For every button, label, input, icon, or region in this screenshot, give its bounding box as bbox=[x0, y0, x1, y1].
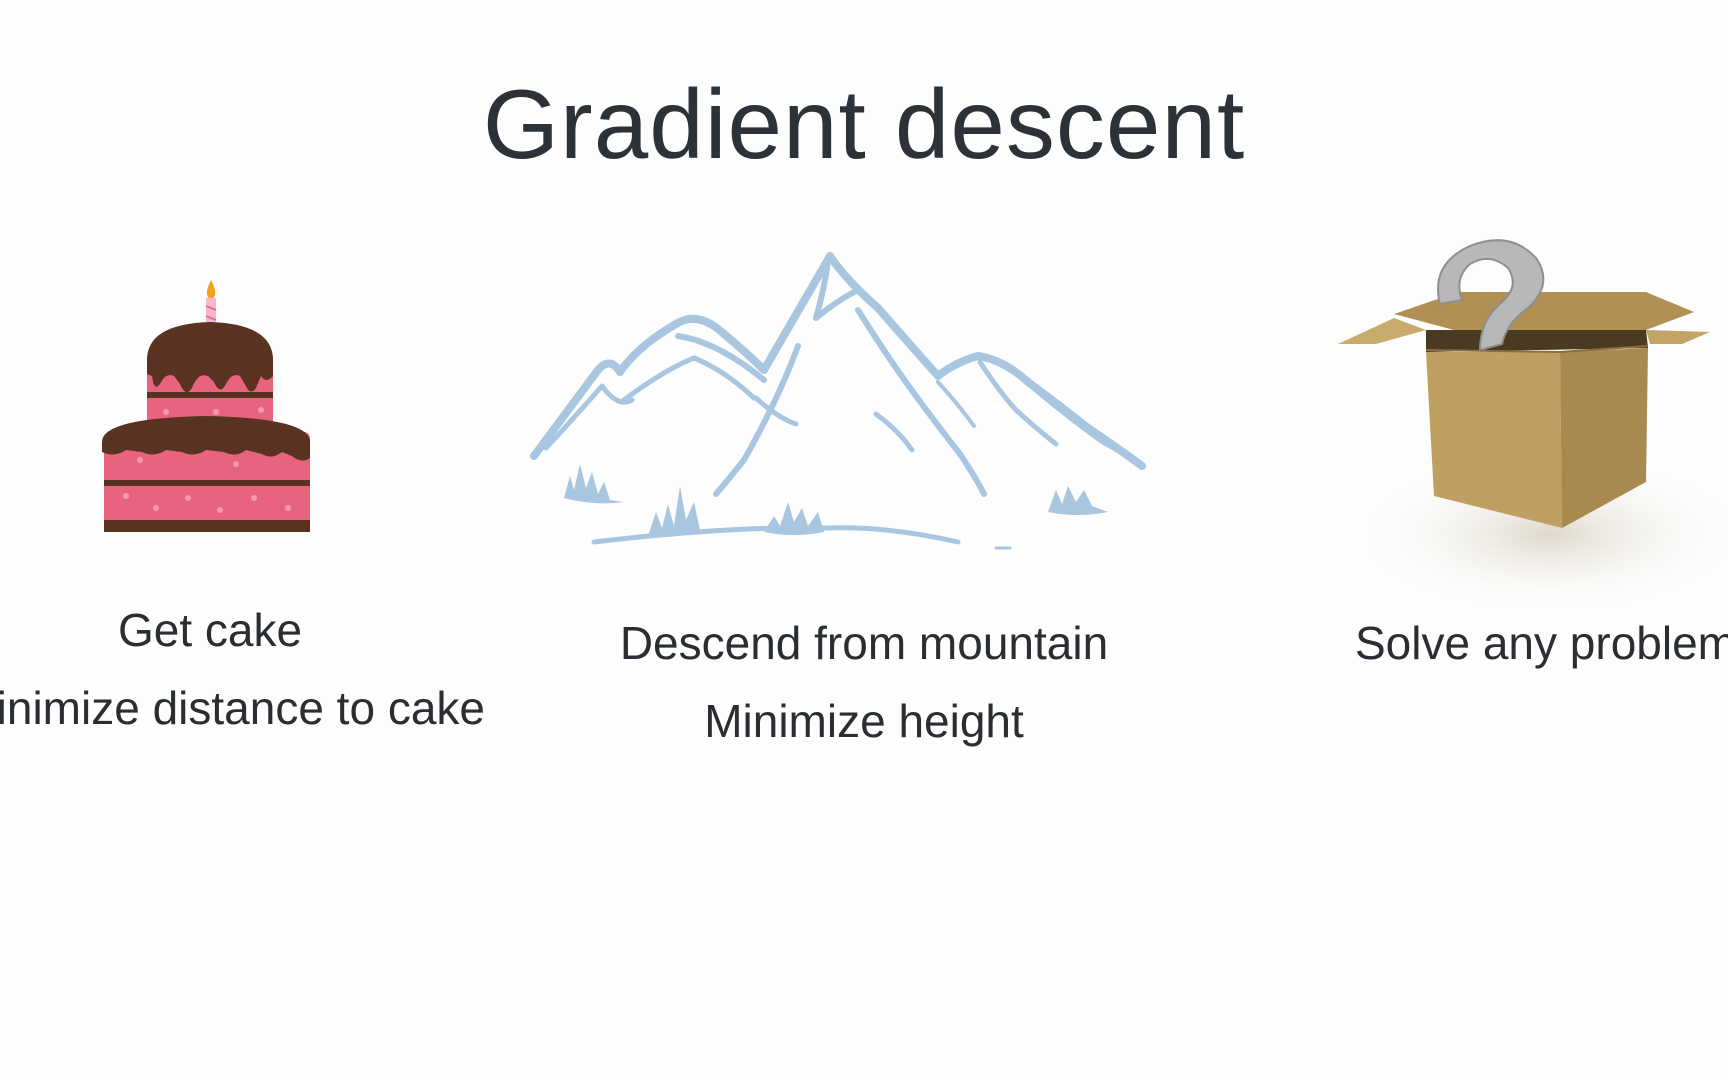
caption-question-line1: Solve any problem bbox=[1355, 617, 1728, 669]
birthday-cake-icon bbox=[102, 280, 310, 532]
caption-mountain-line1: Descend from mountain bbox=[619, 617, 1109, 669]
caption-mountain-line2: Minimize height bbox=[704, 695, 1024, 747]
caption-cake-line2: Minimize distance to cake bbox=[0, 682, 485, 734]
mountain-icon bbox=[530, 252, 1146, 550]
caption-cake-line1: Get cake bbox=[117, 604, 303, 656]
question-box-icon bbox=[1338, 239, 1728, 610]
slide-title: Gradient descent bbox=[482, 69, 1246, 179]
